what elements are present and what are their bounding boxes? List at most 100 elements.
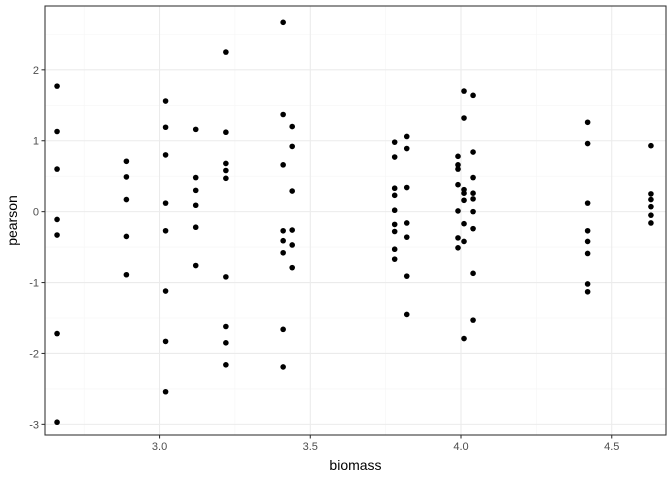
- data-point: [391, 139, 398, 145]
- data-point: [54, 83, 60, 89]
- data-point: [54, 330, 60, 337]
- data-point: [648, 142, 654, 149]
- data-point: [162, 388, 169, 395]
- data-point: [584, 140, 591, 147]
- y-tick-label: -3: [29, 419, 39, 431]
- data-point: [289, 242, 295, 248]
- data-point: [403, 184, 410, 191]
- data-point: [470, 225, 476, 232]
- data-point: [162, 227, 169, 234]
- y-tick-label: 1: [33, 136, 39, 148]
- data-point: [192, 174, 199, 181]
- data-point: [584, 200, 591, 206]
- data-point: [391, 185, 398, 192]
- data-point: [192, 126, 199, 133]
- data-point: [280, 249, 286, 256]
- data-point: [280, 227, 286, 234]
- data-point: [455, 208, 461, 214]
- data-point: [162, 338, 169, 345]
- data-point: [223, 129, 229, 136]
- data-point: [391, 221, 398, 228]
- data-point: [54, 128, 60, 135]
- data-point: [455, 245, 461, 251]
- data-point: [403, 133, 410, 140]
- data-point: [648, 220, 654, 226]
- data-point: [192, 224, 199, 231]
- panel-border: [44, 5, 667, 436]
- x-tick-label: 4.5: [604, 441, 619, 453]
- data-point: [648, 191, 654, 197]
- y-tick-label: 2: [33, 65, 39, 77]
- data-point: [280, 19, 286, 26]
- data-point: [162, 98, 169, 104]
- data-point: [280, 111, 286, 118]
- data-point: [470, 208, 476, 215]
- data-point: [289, 143, 295, 150]
- data-point: [223, 49, 229, 55]
- data-point: [403, 145, 410, 152]
- data-point: [584, 119, 591, 126]
- data-point: [223, 167, 229, 174]
- data-point: [54, 216, 60, 223]
- data-point: [280, 364, 286, 370]
- data-point: [223, 160, 229, 167]
- data-point: [289, 188, 295, 194]
- y-axis-title: pearson: [4, 195, 20, 246]
- x-tick-label: 3.0: [152, 441, 167, 453]
- data-point: [470, 190, 476, 196]
- data-point: [455, 162, 461, 168]
- data-point: [289, 264, 295, 271]
- y-tick-label: -1: [29, 278, 39, 290]
- data-point: [280, 237, 286, 244]
- data-point: [192, 187, 199, 194]
- major-gridlines: [45, 6, 666, 435]
- data-point: [470, 92, 476, 99]
- data-point: [584, 288, 591, 295]
- data-point: [470, 270, 476, 277]
- data-point: [584, 227, 591, 234]
- data-points: [54, 19, 654, 426]
- x-axis-title: biomass: [329, 457, 381, 473]
- x-tick-label: 3.5: [303, 441, 318, 453]
- minor-gridlines: [45, 6, 666, 435]
- data-point: [461, 197, 467, 204]
- data-point: [280, 162, 286, 168]
- data-point: [54, 232, 60, 238]
- data-point: [123, 233, 130, 240]
- data-point: [280, 326, 286, 333]
- data-point: [391, 154, 398, 160]
- data-point: [470, 149, 476, 155]
- data-point: [54, 166, 60, 172]
- data-point: [192, 202, 199, 209]
- data-point: [192, 262, 199, 269]
- data-point: [455, 235, 461, 241]
- data-point: [461, 335, 467, 342]
- data-point: [162, 200, 169, 206]
- y-tick-label: -2: [29, 348, 39, 360]
- data-point: [403, 234, 410, 240]
- data-point: [391, 207, 398, 214]
- data-point: [403, 311, 410, 318]
- data-point: [391, 246, 398, 253]
- data-point: [123, 158, 130, 165]
- data-point: [584, 250, 591, 257]
- y-axis-ticks: -3 -2 -1 0 1 2: [29, 65, 45, 431]
- data-point: [470, 174, 476, 181]
- data-point: [648, 203, 654, 210]
- data-point: [461, 238, 467, 245]
- data-point: [470, 317, 476, 323]
- data-point: [584, 281, 591, 287]
- data-point: [455, 166, 461, 172]
- data-point: [461, 88, 467, 94]
- data-point: [455, 153, 461, 160]
- data-point: [162, 288, 169, 294]
- data-point: [289, 123, 295, 130]
- data-point: [403, 220, 410, 226]
- data-point: [289, 227, 295, 233]
- y-tick-label: 0: [33, 207, 39, 219]
- data-point: [584, 238, 591, 245]
- data-point: [391, 192, 398, 199]
- data-point: [223, 340, 229, 346]
